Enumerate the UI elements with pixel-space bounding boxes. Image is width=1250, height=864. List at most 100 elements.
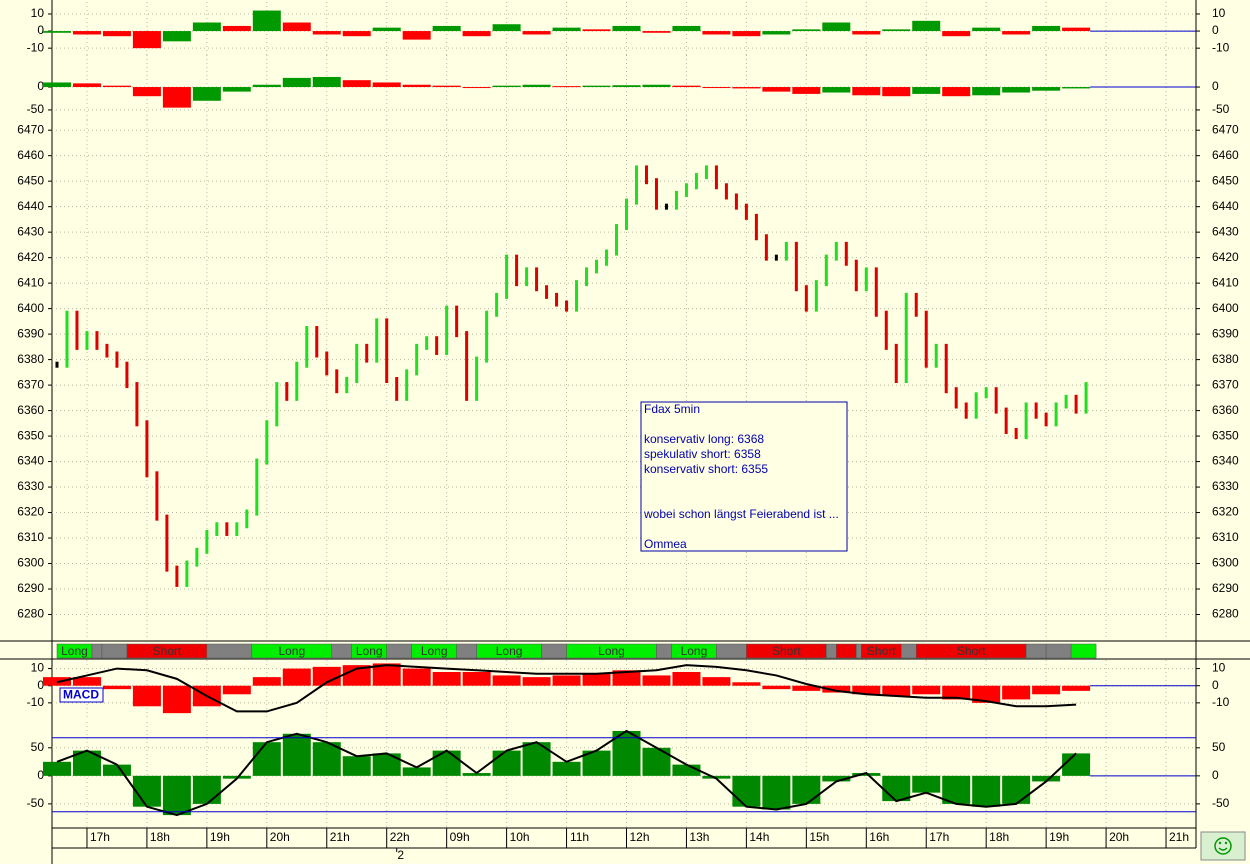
y-tick-label-right: 6450	[1212, 173, 1239, 187]
price-bar	[495, 292, 499, 317]
x-tick-label: 20h	[1109, 830, 1129, 844]
histogram-bar	[222, 685, 251, 695]
y-tick-label-right: 6290	[1212, 581, 1239, 595]
y-tick-label-right: 0	[1212, 768, 1219, 782]
x-tick-label: 11h	[570, 830, 589, 844]
x-tick-label: 10h	[510, 830, 530, 844]
y-tick-label: 6380	[17, 352, 44, 366]
histogram-bar	[702, 775, 731, 779]
y-tick-label: 6360	[17, 403, 44, 417]
histogram-bar	[732, 31, 761, 37]
y-tick-label: 6440	[17, 199, 44, 213]
signal-label: Long	[278, 644, 305, 658]
price-bar	[634, 165, 638, 205]
histogram-bar	[1002, 87, 1031, 93]
histogram-bar	[72, 83, 101, 88]
histogram-bar	[612, 25, 641, 32]
signal-label: Long	[356, 644, 383, 658]
price-bar	[605, 249, 609, 266]
price-bar	[195, 547, 199, 567]
y-tick-label: 6280	[17, 607, 44, 621]
histogram-bar	[192, 87, 221, 101]
y-tick-label-right: 6440	[1212, 199, 1239, 213]
price-bar	[95, 331, 99, 350]
smiley-eye	[1218, 841, 1222, 845]
y-tick-label: 50	[31, 740, 45, 754]
price-bar	[435, 336, 439, 355]
x-tick-label: 19h	[210, 830, 230, 844]
x-tick-label: 18h	[150, 830, 170, 844]
histogram-bar	[822, 22, 851, 32]
histogram-bar	[642, 747, 671, 776]
histogram-bar	[792, 87, 821, 94]
y-tick-label: 6330	[17, 479, 44, 493]
histogram-bar	[642, 675, 671, 686]
signal-segment	[716, 643, 747, 659]
histogram-bar	[942, 685, 971, 700]
histogram-bar	[792, 775, 821, 804]
price-bar	[774, 254, 778, 261]
histogram-bar	[492, 24, 521, 32]
price-bar	[455, 305, 459, 338]
price-bar	[135, 382, 139, 427]
histogram-bar	[342, 756, 371, 776]
y-tick-label: 6370	[17, 377, 44, 391]
status-button[interactable]	[1200, 831, 1246, 861]
price-bar	[535, 267, 539, 292]
histogram-bar	[1032, 685, 1061, 695]
y-tick-label-right: 6390	[1212, 326, 1239, 340]
price-bar	[75, 310, 79, 350]
price-bar	[305, 326, 309, 368]
x-tick-label: 22h	[390, 830, 410, 844]
price-bar	[664, 203, 668, 210]
y-tick-label: 0	[37, 768, 44, 782]
histogram-bar	[462, 672, 491, 686]
signal-segment	[856, 643, 862, 659]
histogram-bar	[912, 20, 941, 32]
histogram-bar	[762, 87, 791, 92]
histogram-bar	[342, 665, 371, 686]
y-tick-label: -50	[27, 102, 45, 116]
histogram-bar	[702, 31, 731, 35]
histogram-bar	[762, 31, 791, 35]
histogram-bar	[432, 25, 461, 32]
price-bar	[1074, 394, 1078, 414]
price-bar	[355, 343, 359, 383]
price-bar	[954, 387, 958, 409]
y-tick-label-right: 6470	[1212, 122, 1239, 136]
histogram-bar	[432, 750, 461, 776]
histogram-bar	[72, 677, 101, 686]
y-tick-label-right: 6380	[1212, 352, 1239, 366]
signal-label: Short	[957, 644, 986, 658]
y-tick-label-right: 6330	[1212, 479, 1239, 493]
price-bar	[365, 343, 369, 363]
macd-line	[56, 664, 1077, 713]
histogram-bar	[312, 666, 341, 686]
histogram-bar	[852, 685, 881, 695]
x-tick-label: 14h	[749, 830, 769, 844]
price-bar	[325, 351, 329, 376]
price-bar	[145, 420, 149, 478]
histogram-bar	[162, 685, 191, 714]
signal-segment	[541, 643, 567, 659]
histogram-bar	[582, 673, 611, 686]
x-tick-label: 12h	[629, 830, 649, 844]
price-bar	[884, 310, 888, 350]
price-bar	[764, 234, 768, 261]
histogram-bar	[852, 31, 881, 35]
price-bar	[744, 203, 748, 220]
histogram-bar	[522, 31, 551, 35]
histogram-bar	[102, 31, 131, 37]
histogram-bar	[732, 682, 761, 686]
panel-label: MACD	[63, 688, 99, 702]
histogram-bar	[1032, 25, 1061, 32]
histogram-bar	[402, 84, 431, 88]
button-frame[interactable]	[1200, 831, 1246, 861]
signal-label: Long	[61, 644, 88, 658]
price-bar	[295, 361, 299, 401]
y-tick-label: 6460	[17, 148, 44, 162]
x-tick-label: 17h	[90, 830, 110, 844]
signal-segment	[836, 643, 857, 659]
histogram-bar	[702, 677, 731, 686]
